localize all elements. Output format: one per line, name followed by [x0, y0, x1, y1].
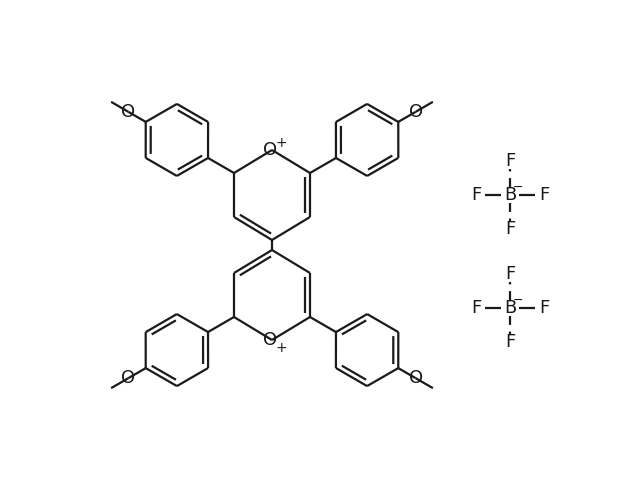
Text: −: − [513, 180, 523, 193]
Text: O: O [408, 369, 422, 387]
Text: O: O [263, 331, 277, 349]
Text: +: + [275, 341, 287, 355]
Text: B: B [504, 299, 516, 317]
Text: F: F [505, 152, 515, 170]
Text: O: O [263, 141, 277, 159]
Text: −: − [513, 293, 523, 307]
Text: O: O [408, 103, 422, 121]
Text: O: O [122, 103, 136, 121]
Text: F: F [505, 220, 515, 238]
Text: O: O [122, 369, 136, 387]
Text: F: F [505, 265, 515, 283]
Text: F: F [505, 333, 515, 351]
Text: +: + [275, 136, 287, 150]
Text: B: B [504, 186, 516, 204]
Text: F: F [471, 299, 481, 317]
Text: F: F [471, 186, 481, 204]
Text: F: F [539, 299, 549, 317]
Text: F: F [539, 186, 549, 204]
